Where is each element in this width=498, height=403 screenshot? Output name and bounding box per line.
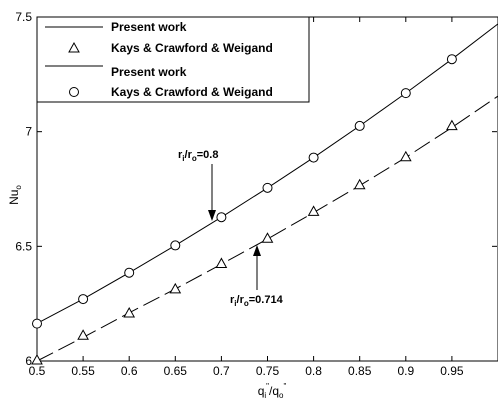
- triangle-point-7: [353, 178, 366, 190]
- x-tick-label-7: 0.85: [348, 364, 372, 378]
- triangle-point-3: [169, 282, 182, 294]
- x-tick-label-6: 0.8: [305, 364, 322, 378]
- x-tick-label-3: 0.65: [164, 364, 188, 378]
- y-tick-label-0: 6: [25, 354, 32, 368]
- y-tick-label-2: 7: [25, 125, 32, 139]
- circle-point-6: [308, 152, 319, 163]
- triangle-point-5: [261, 232, 274, 243]
- circle-point-0: [32, 318, 42, 329]
- annotation-ratio-08-arrowhead: [208, 210, 216, 221]
- circle-point-3: [170, 240, 181, 251]
- triangle-point-1: [77, 329, 89, 340]
- x-tick-label-4: 0.7: [213, 364, 230, 378]
- x-tick-label-8: 0.9: [397, 364, 414, 378]
- x-tick-label-2: 0.6: [121, 364, 138, 378]
- triangle-point-4: [215, 257, 228, 268]
- legend-label-1: Present work: [111, 20, 187, 34]
- legend-label-3: Present work: [111, 65, 187, 79]
- circle-point-7: [354, 120, 365, 131]
- annotation-ratio-0714-text: ri/ro=0.714: [230, 294, 284, 308]
- triangle-point-6: [307, 205, 320, 216]
- x-tick-label-5: 0.75: [256, 364, 280, 378]
- series-line-0: [36, 95, 498, 362]
- legend-swatch-triangle: [68, 41, 80, 53]
- circle-point-8: [400, 88, 411, 99]
- circle-point-5: [262, 182, 273, 193]
- annotation-ratio-0714-arrowhead: [253, 245, 261, 256]
- circle-point-1: [78, 294, 89, 305]
- circle-point-9: [446, 54, 457, 65]
- x-tick-label-9: 0.95: [440, 364, 464, 378]
- x-axis-label: qi"/qo": [258, 382, 287, 400]
- legend-label-4: Kays & Crawford & Weigand: [111, 85, 273, 99]
- annotation-ratio-0714: ri/ro=0.714: [230, 245, 284, 308]
- legend-swatch-circle: [69, 87, 79, 97]
- legend-box: [36, 16, 310, 103]
- annotation-ratio-08: ri/ro=0.8: [178, 149, 218, 221]
- x-tick-label-0: 0.5: [29, 364, 46, 378]
- triangle-point-0: [31, 353, 43, 365]
- annotation-ratio-08-text: ri/ro=0.8: [178, 149, 218, 163]
- y-tick-label-3: 7.5: [15, 10, 32, 24]
- legend: Present work Kays & Crawford & Weigand P…: [36, 16, 310, 103]
- triangle-point-2: [123, 306, 136, 318]
- x-tick-label-1: 0.55: [71, 364, 95, 378]
- circle-point-4: [216, 212, 227, 223]
- y-axis-label: Nuo: [7, 185, 23, 205]
- circle-point-2: [124, 267, 135, 278]
- triangle-point-9: [446, 119, 458, 131]
- y-tick-label-1: 6.5: [15, 239, 32, 253]
- legend-label-2: Kays & Crawford & Weigand: [111, 41, 273, 55]
- triangle-point-8: [399, 150, 412, 162]
